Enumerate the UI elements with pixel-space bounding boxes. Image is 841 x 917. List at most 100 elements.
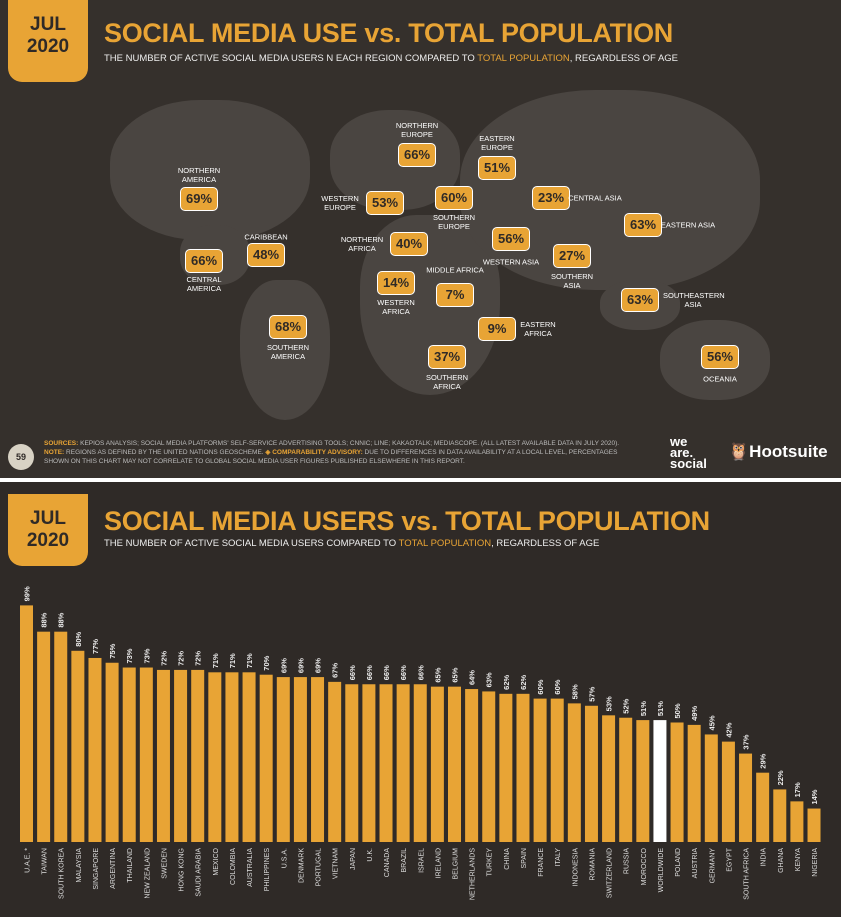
bar-value-label: 72% <box>159 651 168 666</box>
bar-value-label: 71% <box>245 653 254 668</box>
category-label: HONG KONG <box>179 848 186 892</box>
bar-value-label: 66% <box>348 665 357 680</box>
bar-value-label: 60% <box>536 679 545 694</box>
category-label: NIGERIA <box>812 848 819 877</box>
bar <box>293 677 307 842</box>
category-label: GERMANY <box>709 848 716 884</box>
region-value: 66% <box>398 143 436 167</box>
category-label: U.A.E. * <box>25 848 32 873</box>
bar-value-label: 73% <box>125 648 134 663</box>
bar-value-label: 69% <box>279 658 288 673</box>
date-badge: JUL 2020 <box>8 0 88 82</box>
region-label: NORTHERN EUROPE <box>395 121 439 139</box>
bar-value-label: 72% <box>194 651 203 666</box>
bar <box>653 720 667 842</box>
page-number: 59 <box>8 444 34 470</box>
category-label: SPAIN <box>521 848 528 869</box>
bar-value-label: 65% <box>433 667 442 682</box>
bar-value-label: 73% <box>142 648 151 663</box>
category-label: FRANCE <box>538 848 545 877</box>
bar <box>739 753 753 842</box>
region-value: 69% <box>180 187 218 211</box>
bar <box>482 691 496 842</box>
hootsuite-logo: 🦉Hootsuite <box>728 442 828 461</box>
region-label: NORTHERN AMERICA <box>177 166 221 184</box>
region-value: 48% <box>247 243 285 267</box>
bar-chart: 99% U.A.E. * 88% TAIWAN 88% SOUTH KOREA 80% MAL… <box>20 586 821 900</box>
bar-value-label: 57% <box>587 686 596 701</box>
bar <box>550 698 564 842</box>
category-label: PORTUGAL <box>316 848 323 886</box>
bar <box>602 715 616 842</box>
bar <box>122 667 136 842</box>
subtitle: THE NUMBER OF ACTIVE SOCIAL MEDIA USERS … <box>104 53 679 64</box>
region-label: EASTERN EUROPE <box>479 134 515 152</box>
category-label: SAUDI ARABIA <box>196 848 203 897</box>
category-label: NEW ZEALAND <box>144 848 151 899</box>
bar <box>465 689 479 842</box>
bar <box>516 693 530 842</box>
bar <box>636 720 650 842</box>
bar <box>242 672 256 842</box>
bar-value-label: 99% <box>23 586 32 601</box>
category-label: SWITZERLAND <box>607 848 614 898</box>
region-label: SOUTHERN ASIA <box>550 272 594 290</box>
category-label: AUSTRALIA <box>247 848 254 887</box>
bar <box>311 677 325 842</box>
bar-value-label: 37% <box>742 734 751 749</box>
bar <box>225 672 239 842</box>
region-value: 56% <box>701 345 739 369</box>
bar <box>396 684 410 842</box>
bar-value-label: 69% <box>296 658 305 673</box>
category-label: U.S.A. <box>281 848 288 868</box>
bar-value-label: 17% <box>793 782 802 797</box>
bar <box>105 662 119 842</box>
bar-value-label: 14% <box>810 789 819 804</box>
bar <box>379 684 393 842</box>
bar <box>567 703 581 842</box>
divider <box>0 478 841 482</box>
bar <box>619 717 633 842</box>
date-month: JUL <box>30 14 66 35</box>
category-label: MEXICO <box>213 847 220 875</box>
bar-value-label: 51% <box>656 701 665 716</box>
date-year: 2020 <box>26 530 70 551</box>
bar-value-label: 72% <box>177 651 186 666</box>
category-label: CHINA <box>504 848 511 870</box>
regional-slide: JUL 2020 SOCIAL MEDIA USE vs. TOTAL POPUL… <box>8 0 828 471</box>
category-label: INDONESIA <box>572 848 579 887</box>
bar-value-label: 66% <box>416 665 425 680</box>
region-label: CENTRAL AMERICA <box>186 275 222 293</box>
bar <box>721 741 735 842</box>
bar-value-label: 63% <box>485 672 494 687</box>
region-value: 53% <box>366 191 404 215</box>
footnote: SOURCES: KEPIOS ANALYSIS; SOCIAL MEDIA P… <box>44 440 620 465</box>
bar <box>790 801 804 842</box>
region-value: 66% <box>185 249 223 273</box>
category-label: ISRAEL <box>418 848 425 873</box>
category-label: GHANA <box>778 848 785 873</box>
region-label: EASTERN AFRICA <box>520 320 556 338</box>
we-are-social-logo: we are. social <box>670 434 707 471</box>
region-label: SOUTHERN AMERICA <box>266 343 310 361</box>
category-label: MOROCCO <box>641 847 648 885</box>
bar-value-label: 80% <box>74 631 83 646</box>
bar-value-label: 71% <box>211 653 220 668</box>
bar-value-label: 60% <box>553 679 562 694</box>
category-label: WORLDWIDE <box>658 848 665 893</box>
bar <box>156 669 170 842</box>
bar-value-label: 66% <box>399 665 408 680</box>
region-value: 23% <box>532 186 570 210</box>
bar-value-label: 58% <box>570 684 579 699</box>
bar-value-label: 22% <box>776 770 785 785</box>
region-label: EASTERN ASIA <box>660 220 716 230</box>
bar <box>88 657 102 842</box>
bar <box>208 672 222 842</box>
bar <box>54 631 68 842</box>
category-label: U.K. <box>367 848 374 862</box>
category-label: BRAZIL <box>401 848 408 873</box>
date-month: JUL <box>30 508 66 529</box>
bar <box>276 677 290 842</box>
region-label: SOUTHEASTERN ASIA <box>663 291 725 309</box>
region-label: WESTERN ASIA <box>482 257 540 267</box>
